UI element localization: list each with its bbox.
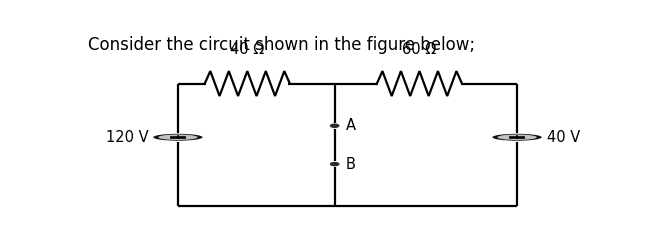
Circle shape [331, 124, 339, 127]
Text: Consider the circuit shown in the figure below;: Consider the circuit shown in the figure… [88, 36, 475, 54]
Text: B: B [346, 157, 356, 172]
Text: A: A [346, 118, 356, 133]
Text: 40 V: 40 V [547, 130, 580, 145]
Ellipse shape [497, 134, 537, 140]
Circle shape [331, 163, 339, 166]
Ellipse shape [158, 134, 198, 140]
Text: 60 Ω: 60 Ω [402, 42, 436, 57]
Text: 40 Ω: 40 Ω [230, 42, 265, 57]
Text: 120 V: 120 V [105, 130, 148, 145]
Ellipse shape [493, 134, 542, 141]
Ellipse shape [153, 134, 203, 141]
